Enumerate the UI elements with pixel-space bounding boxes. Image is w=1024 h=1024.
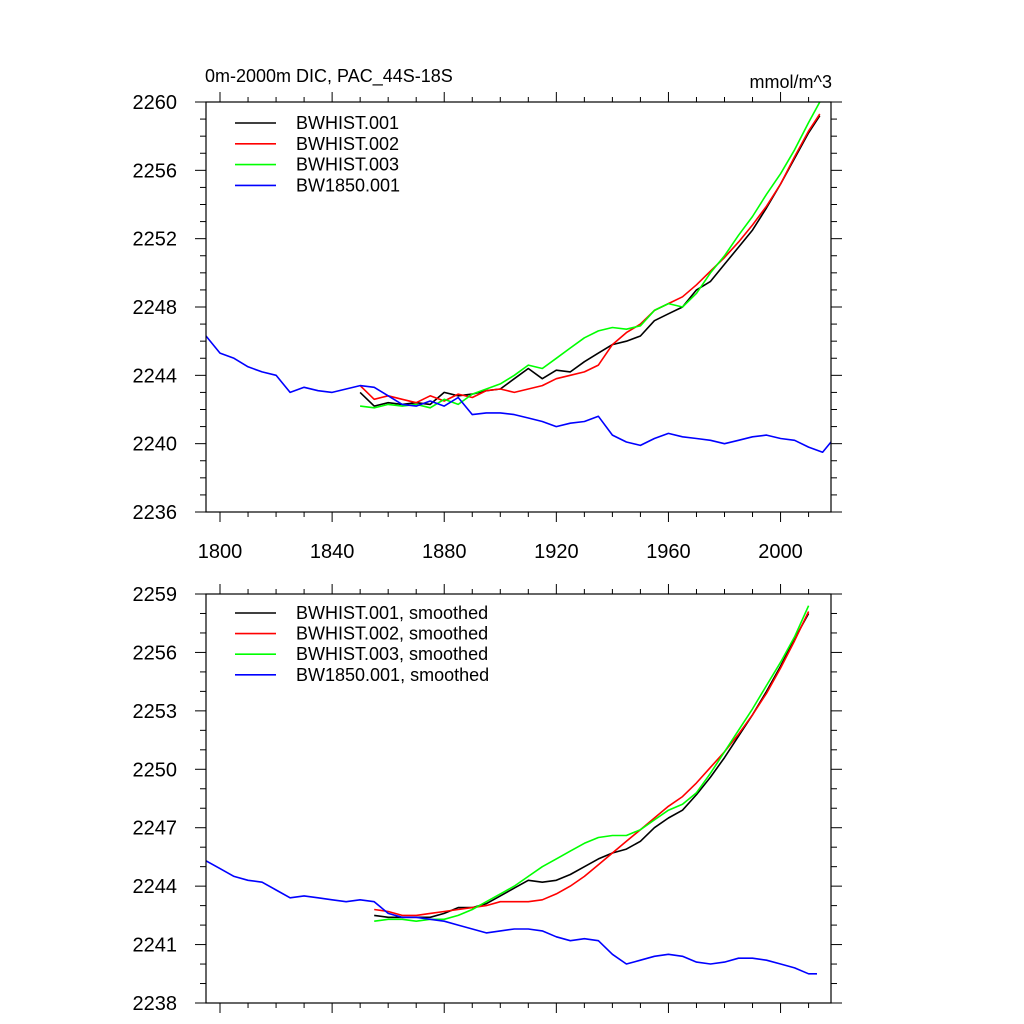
y-tick-label: 2250 xyxy=(133,759,178,781)
chart-panel-2: 2238 2241 2244 2247 2250 2253 2256 2259 BWHIST.0… xyxy=(133,584,842,1015)
legend-label: BWHIST.002, smoothed xyxy=(296,624,488,644)
series-line-3 xyxy=(374,605,810,923)
x-tick-label: 1960 xyxy=(646,541,691,563)
x-tick-label: 1800 xyxy=(198,541,243,563)
series-line-4 xyxy=(206,335,831,454)
y-tick-label: 2238 xyxy=(133,993,178,1015)
series-line-2 xyxy=(359,113,821,404)
legend-label: BWHIST.002 xyxy=(296,134,399,154)
plot-frame xyxy=(205,593,832,1004)
series-line-1 xyxy=(359,115,821,407)
legend-label: BWHIST.001, smoothed xyxy=(296,603,488,623)
chart-panel-1: 1800 1840 1880 1920 1960 2000 2236 2240 2244 2248… xyxy=(133,66,842,563)
legend-label: BW1850.001 xyxy=(296,175,400,195)
y-tick-label: 2256 xyxy=(133,160,178,182)
y-tick-label: 2241 xyxy=(133,935,178,957)
series-line-3 xyxy=(360,102,821,409)
series-line-4 xyxy=(206,860,817,975)
units-label: mmol/m^3 xyxy=(750,72,832,92)
chart-title: 0m-2000m DIC, PAC_44S-18S xyxy=(205,66,453,87)
y-tick-label: 2259 xyxy=(133,584,178,606)
x-tick-label: 1920 xyxy=(534,541,579,563)
y-tick-label: 2248 xyxy=(133,297,178,319)
y-tick-label: 2252 xyxy=(133,229,178,251)
y-tick-label: 2256 xyxy=(133,642,178,664)
x-tick-label: 1840 xyxy=(310,541,355,563)
y-tick-label: 2240 xyxy=(133,434,178,456)
y-tick-label: 2244 xyxy=(133,876,178,898)
y-tick-label: 2260 xyxy=(133,92,178,114)
legend-label: BW1850.001, smoothed xyxy=(296,665,489,685)
x-tick-label: 2000 xyxy=(758,541,803,563)
y-tick-label: 2253 xyxy=(133,701,178,723)
y-tick-label: 2244 xyxy=(133,365,178,387)
series-line-1 xyxy=(374,613,810,919)
legend-label: BWHIST.003 xyxy=(296,155,399,175)
y-tick-label: 2247 xyxy=(133,818,178,840)
y-tick-label: 2236 xyxy=(133,502,178,524)
legend-label: BWHIST.003, smoothed xyxy=(296,644,488,664)
series-line-2 xyxy=(374,611,810,917)
legend-label: BWHIST.001 xyxy=(296,113,399,133)
series-lines xyxy=(206,605,817,975)
series-lines xyxy=(206,102,831,454)
x-tick-label: 1880 xyxy=(422,541,467,563)
